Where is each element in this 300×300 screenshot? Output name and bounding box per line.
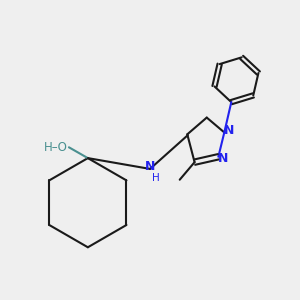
Text: N: N [145, 160, 155, 173]
Text: H–O: H–O [44, 141, 68, 154]
Text: N: N [224, 124, 234, 137]
Text: N: N [218, 152, 228, 165]
Text: H: H [152, 173, 159, 183]
